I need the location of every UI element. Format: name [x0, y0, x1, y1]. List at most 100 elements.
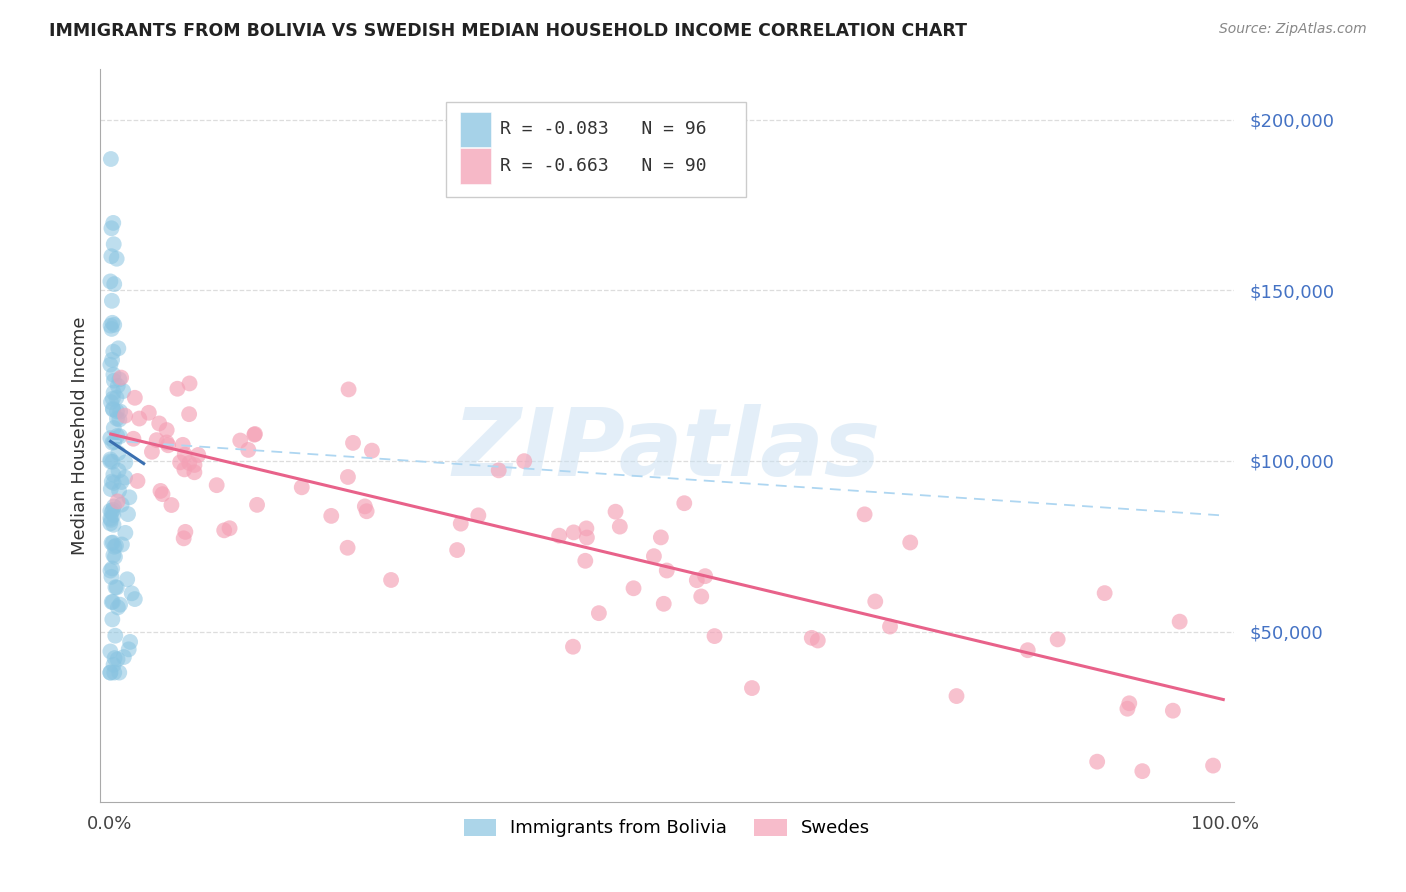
Point	[101, 612, 124, 626]
Point	[105, 391, 128, 405]
Point	[110, 475, 132, 489]
Point	[160, 498, 183, 512]
FancyBboxPatch shape	[460, 148, 491, 184]
Point	[686, 573, 709, 587]
Point	[100, 536, 122, 550]
Point	[187, 448, 209, 462]
Point	[229, 434, 252, 448]
Point	[205, 478, 228, 492]
Point	[337, 383, 360, 397]
Point	[100, 475, 122, 489]
Point	[118, 491, 141, 505]
Point	[124, 592, 146, 607]
Point	[138, 406, 160, 420]
Point	[104, 651, 127, 665]
Point	[101, 316, 124, 330]
Point	[100, 595, 122, 609]
Point	[1116, 702, 1139, 716]
Point	[1085, 755, 1108, 769]
Point	[103, 657, 125, 672]
Point	[103, 421, 125, 435]
Point	[643, 549, 665, 564]
Point	[513, 454, 536, 468]
Point	[1130, 764, 1153, 779]
Point	[101, 561, 124, 575]
Point	[107, 600, 129, 615]
Point	[108, 372, 131, 386]
Point	[156, 423, 179, 437]
Point	[114, 470, 136, 484]
Point	[246, 498, 269, 512]
Point	[446, 543, 468, 558]
Point	[450, 516, 472, 531]
Point	[945, 689, 967, 703]
Point	[103, 277, 125, 291]
Point	[103, 475, 125, 490]
Point	[174, 524, 197, 539]
Point	[100, 511, 122, 525]
Point	[108, 429, 131, 443]
Point	[467, 508, 489, 523]
Point	[105, 404, 128, 418]
Point	[218, 521, 240, 535]
Point	[128, 411, 150, 425]
Point	[690, 590, 713, 604]
Point	[156, 435, 179, 450]
Point	[703, 629, 725, 643]
Point	[1118, 696, 1140, 710]
Point	[166, 382, 188, 396]
Point	[100, 454, 122, 468]
FancyBboxPatch shape	[446, 102, 747, 197]
Point	[100, 358, 122, 372]
Point	[108, 483, 131, 498]
Point	[655, 564, 678, 578]
Point	[107, 464, 129, 478]
Point	[108, 412, 131, 426]
Point	[179, 407, 201, 421]
Point	[122, 432, 145, 446]
Point	[172, 438, 194, 452]
Point	[100, 665, 122, 680]
Point	[107, 494, 129, 508]
Point	[101, 293, 124, 308]
Point	[100, 644, 122, 658]
Text: IMMIGRANTS FROM BOLIVIA VS SWEDISH MEDIAN HOUSEHOLD INCOME CORRELATION CHART: IMMIGRANTS FROM BOLIVIA VS SWEDISH MEDIA…	[49, 22, 967, 40]
Point	[104, 629, 127, 643]
Point	[117, 507, 139, 521]
Point	[807, 633, 830, 648]
Point	[575, 531, 598, 545]
Point	[898, 535, 921, 549]
Point	[100, 504, 122, 518]
Point	[101, 435, 124, 450]
Point	[114, 409, 136, 423]
Point	[121, 586, 143, 600]
Point	[575, 521, 598, 535]
Point	[100, 431, 122, 445]
Point	[103, 344, 125, 359]
Point	[101, 595, 124, 609]
Point	[173, 532, 195, 546]
Point	[103, 216, 125, 230]
Point	[111, 537, 134, 551]
Point	[101, 503, 124, 517]
Point	[321, 508, 343, 523]
Point	[356, 504, 378, 518]
Point	[127, 474, 149, 488]
Point	[652, 597, 675, 611]
Point	[1202, 758, 1225, 772]
Point	[173, 448, 195, 462]
Point	[103, 517, 125, 532]
Point	[101, 535, 124, 549]
Point	[118, 642, 141, 657]
Point	[673, 496, 696, 510]
Point	[100, 564, 122, 578]
Point	[108, 404, 131, 418]
Point	[103, 237, 125, 252]
Point	[100, 318, 122, 333]
Point	[112, 384, 135, 398]
Point	[853, 508, 876, 522]
Point	[353, 500, 375, 514]
Point	[149, 483, 172, 498]
Point	[238, 442, 260, 457]
Point	[609, 519, 631, 533]
